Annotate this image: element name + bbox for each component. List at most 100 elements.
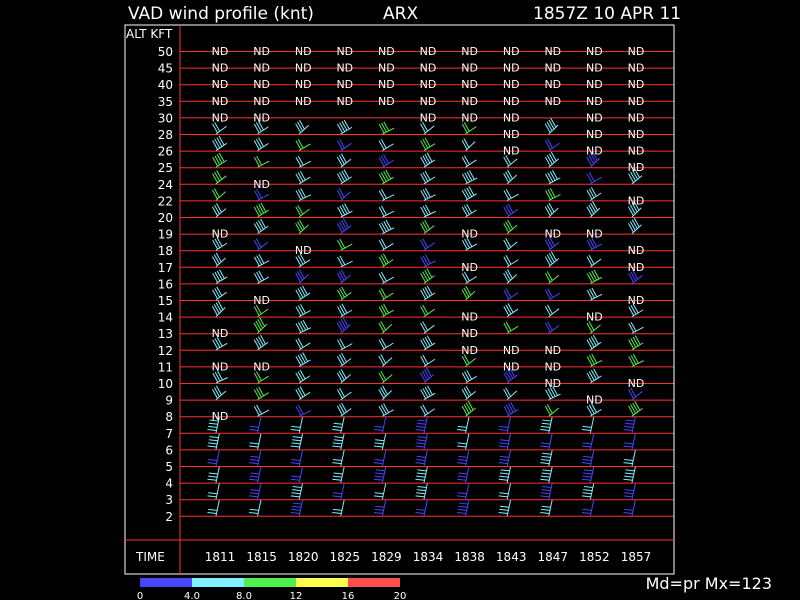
wind-barb: [290, 417, 304, 433]
wind-barb: [461, 354, 477, 367]
wind-barb: [461, 122, 477, 135]
y-axis-label: ALT KFT: [126, 27, 173, 41]
wind-barb: [461, 370, 477, 384]
wind-barb: [332, 466, 345, 483]
wind-barb: [253, 155, 270, 168]
no-data-marker: ND: [461, 62, 478, 75]
wind-barb: [378, 403, 394, 417]
wind-barb: [378, 370, 393, 384]
altitude-tick-label: 45: [158, 62, 173, 76]
wind-barb: [503, 169, 518, 185]
wind-barb: [378, 271, 394, 284]
wind-barb: [420, 152, 436, 168]
altitude-tick-label: 25: [158, 161, 173, 175]
wind-barb: [498, 433, 512, 450]
no-data-marker: ND: [378, 62, 395, 75]
chart-title: VAD wind profile (knt): [128, 4, 314, 24]
no-data-marker: ND: [378, 45, 395, 58]
wind-barb: [420, 137, 436, 152]
no-data-marker: ND: [586, 95, 603, 108]
time-tick-label: 1843: [496, 550, 527, 564]
no-data-marker: ND: [503, 344, 520, 357]
wind-barb: [253, 218, 269, 235]
wind-barb: [332, 450, 345, 467]
chart-datetime: 1857Z 10 APR 11: [533, 4, 682, 24]
no-data-marker: ND: [295, 62, 312, 75]
wind-barb: [249, 433, 262, 450]
wind-barb: [253, 317, 268, 334]
station-id: ARX: [383, 4, 419, 24]
wind-barb: [628, 168, 643, 185]
no-data-marker: ND: [586, 45, 603, 58]
wind-barb: [253, 334, 269, 351]
colorbar-tick-label: 0: [137, 591, 143, 600]
wind-barb: [623, 500, 636, 516]
no-data-marker: ND: [461, 311, 478, 324]
no-data-marker: ND: [503, 45, 520, 58]
no-data-marker: ND: [461, 228, 478, 241]
no-data-marker: ND: [503, 62, 520, 75]
wind-barb: [336, 352, 352, 367]
wind-barb: [420, 219, 435, 234]
wind-barb: [415, 483, 428, 500]
altitude-tick-label: 5: [165, 460, 173, 474]
no-data-marker: ND: [212, 78, 229, 91]
wind-barb: [540, 417, 553, 433]
no-data-marker: ND: [503, 145, 520, 158]
wind-barb: [295, 188, 312, 201]
wind-barb: [581, 466, 595, 483]
wind-barb: [207, 450, 220, 467]
colorbar-tick-label: 20: [394, 591, 407, 600]
wind-barb: [295, 170, 311, 185]
wind-barb: [295, 139, 311, 152]
wind-barb: [212, 237, 228, 251]
wind-barb: [498, 450, 512, 467]
wind-barb: [540, 450, 553, 467]
wind-barb: [586, 334, 602, 351]
no-data-marker: ND: [295, 45, 312, 58]
wind-barb: [295, 253, 311, 268]
no-data-marker: ND: [544, 344, 561, 357]
no-data-marker: ND: [420, 45, 437, 58]
wind-barb: [373, 450, 387, 467]
wind-barb: [253, 270, 270, 284]
wind-barb: [503, 367, 518, 384]
wind-barb: [586, 187, 602, 201]
no-data-marker: ND: [628, 377, 645, 390]
no-data-marker: ND: [295, 78, 312, 91]
no-data-marker: ND: [503, 111, 520, 124]
wind-barb: [628, 335, 644, 351]
wind-barb: [415, 466, 428, 483]
no-data-marker: ND: [295, 244, 312, 257]
wind-barb: [337, 338, 353, 351]
wind-barb: [420, 321, 435, 334]
wind-barb: [373, 500, 387, 516]
wind-barb: [378, 253, 394, 268]
altitude-tick-label: 4: [165, 477, 173, 491]
no-data-marker: ND: [212, 228, 229, 241]
wind-barb: [586, 368, 602, 384]
no-data-marker: ND: [628, 62, 645, 75]
wind-barb: [498, 500, 512, 516]
no-data-marker: ND: [544, 360, 561, 373]
wind-barb: [623, 466, 636, 483]
wind-barb: [336, 317, 351, 334]
wind-barb: [295, 155, 312, 168]
no-data-marker: ND: [461, 95, 478, 108]
wind-barb: [336, 369, 351, 384]
wind-barb: [253, 188, 270, 201]
wind-barb: [249, 466, 262, 483]
wind-barb: [253, 386, 269, 401]
altitude-tick-label: 2: [165, 510, 173, 524]
colorbar-segment: [140, 578, 192, 587]
wind-barb: [503, 288, 519, 301]
wind-barb: [212, 286, 227, 301]
wind-barb: [373, 417, 387, 433]
colorbar-tick-label: 16: [342, 591, 355, 600]
time-tick-label: 1811: [205, 550, 236, 564]
wind-barb: [540, 483, 553, 500]
wind-barb: [628, 303, 644, 318]
wind-barb: [461, 138, 476, 151]
altitude-tick-label: 12: [158, 344, 173, 358]
wind-barb: [378, 154, 394, 168]
